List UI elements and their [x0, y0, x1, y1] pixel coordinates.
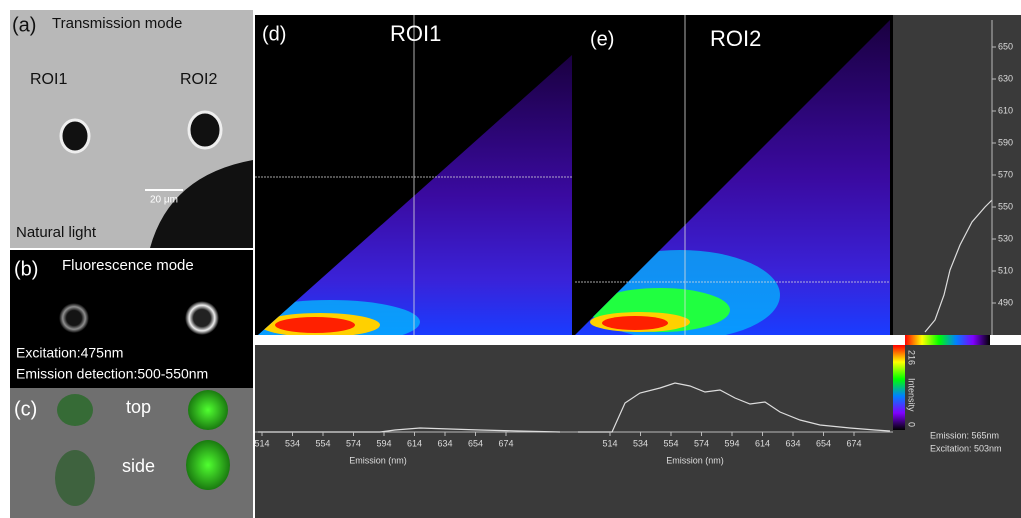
x-tick-label: 554	[315, 438, 330, 448]
x-tick-label: 594	[376, 438, 391, 448]
colorbar	[905, 335, 990, 345]
y-tick-label: 650	[998, 41, 1013, 51]
x-tick-label: 574	[346, 438, 361, 448]
label: (e)	[590, 28, 614, 50]
cell	[185, 301, 219, 335]
y-tick-label: 530	[998, 233, 1013, 243]
cursor-text: Emission: 565nm	[930, 430, 999, 440]
x-tick-label: 534	[285, 438, 300, 448]
label: (d)	[262, 23, 286, 45]
colorbar-min: 0	[907, 422, 917, 427]
x-tick-label: 674	[498, 438, 513, 448]
y-tick-label: 590	[998, 137, 1013, 147]
profile	[924, 199, 993, 333]
x-tick-label: 654	[468, 438, 483, 448]
x-tick-label: 594	[724, 438, 739, 448]
text: Excitation:475nm	[16, 345, 123, 361]
label: (c)	[14, 398, 37, 420]
x-tick-label: 514	[254, 438, 269, 448]
x-tick-label: 534	[633, 438, 648, 448]
y-tick-label: 610	[998, 105, 1013, 115]
roi: ROI2	[710, 26, 761, 51]
roi: ROI2	[180, 71, 217, 88]
profile	[578, 382, 891, 433]
text: side	[122, 456, 155, 476]
x-tick-label: 654	[816, 438, 831, 448]
profile	[258, 427, 561, 433]
cell	[55, 450, 95, 506]
y-tick-label: 550	[998, 201, 1013, 211]
cell	[57, 394, 93, 426]
x-tick-label: 554	[663, 438, 678, 448]
y-tick-label: 630	[998, 73, 1013, 83]
colorbar	[893, 345, 905, 430]
text: top	[126, 397, 151, 417]
roi: ROI1	[30, 71, 67, 88]
label: (b)	[14, 258, 38, 280]
x-axis-title: Emission (nm)	[666, 455, 724, 465]
cell	[186, 440, 230, 490]
label: (a)	[12, 14, 36, 36]
x-tick-label: 634	[785, 438, 800, 448]
x-tick-label: 574	[694, 438, 709, 448]
roi: ROI1	[390, 21, 441, 46]
cell	[59, 303, 89, 333]
x-axis-title: Emission (nm)	[349, 455, 407, 465]
cell	[187, 110, 223, 150]
scale-text: 20 μm	[150, 195, 178, 206]
shadow	[150, 160, 253, 248]
title: Transmission mode	[52, 15, 182, 32]
cell	[188, 390, 228, 430]
x-tick-label: 674	[846, 438, 861, 448]
x-tick-label: 514	[602, 438, 617, 448]
text: Emission detection:500-550nm	[16, 366, 208, 382]
x-tick-label: 614	[755, 438, 770, 448]
y-tick-label: 510	[998, 265, 1013, 275]
caption: Natural light	[16, 224, 97, 241]
x-tick-label: 634	[437, 438, 452, 448]
cursor-text: Excitation: 503nm	[930, 443, 1002, 453]
x-tick-label: 614	[407, 438, 422, 448]
title: Fluorescence mode	[62, 257, 194, 274]
y-tick-label: 490	[998, 297, 1013, 307]
colorbar-max: 216	[907, 350, 917, 365]
axis-bg	[893, 15, 1021, 335]
cell	[59, 118, 91, 154]
colorbar-label: Intensity	[907, 378, 917, 412]
y-tick-label: 570	[998, 169, 1013, 179]
